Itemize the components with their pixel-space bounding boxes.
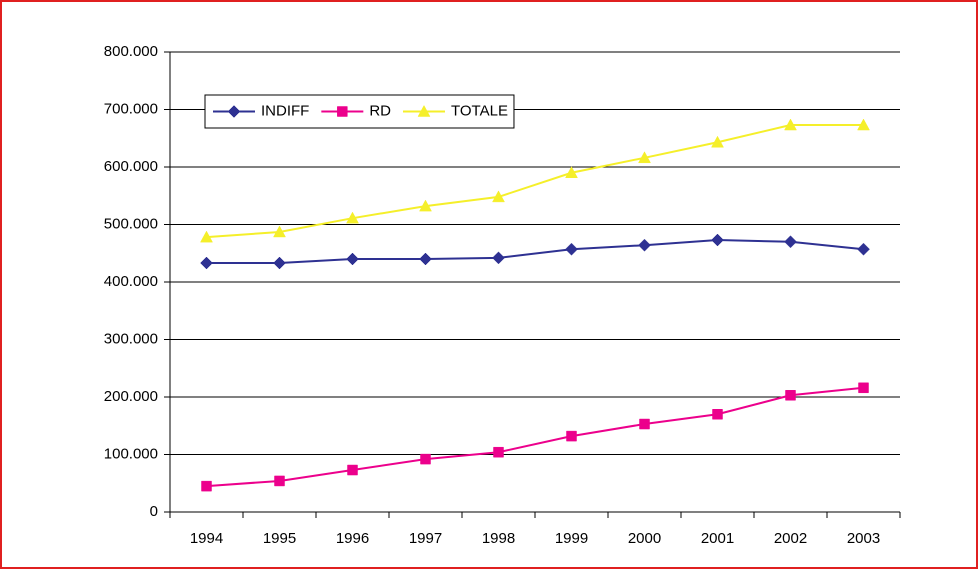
y-tick-label: 300.000	[104, 330, 158, 347]
x-tick-label: 1995	[263, 530, 296, 547]
marker	[638, 151, 651, 164]
marker	[638, 238, 651, 252]
marker	[417, 104, 431, 117]
marker	[712, 409, 723, 420]
marker	[784, 118, 797, 131]
x-tick-label: 2002	[774, 530, 807, 547]
marker	[566, 430, 577, 442]
marker	[857, 242, 870, 256]
marker	[337, 106, 348, 117]
x-tick-label: 1996	[336, 530, 369, 547]
marker	[273, 256, 286, 270]
marker	[420, 453, 431, 465]
marker	[639, 418, 650, 430]
marker	[347, 464, 358, 476]
marker	[858, 382, 869, 394]
marker	[565, 242, 578, 256]
legend-label: TOTALE	[451, 102, 508, 119]
x-tick-label: 1994	[190, 530, 223, 547]
marker	[565, 166, 578, 178]
series-line	[206, 124, 864, 239]
x-tick-label: 1997	[409, 530, 442, 547]
marker	[273, 225, 286, 238]
marker	[784, 235, 797, 249]
y-tick-label: 200.000	[104, 388, 158, 405]
y-tick-label: 800.000	[104, 43, 158, 60]
marker	[274, 475, 285, 487]
marker	[492, 190, 505, 203]
x-tick-label: 2001	[701, 530, 734, 547]
marker	[493, 446, 504, 458]
x-tick-label: 2000	[628, 530, 661, 547]
marker	[785, 390, 796, 401]
x-tick-label: 2003	[847, 530, 880, 547]
y-tick-label: 600.000	[104, 158, 158, 175]
x-tick-label: 1999	[555, 530, 588, 547]
series-line	[206, 386, 864, 488]
y-tick-label: 100.000	[104, 445, 158, 462]
y-tick-label: 700.000	[104, 100, 158, 117]
y-tick-label: 400.000	[104, 273, 158, 290]
marker	[227, 105, 241, 118]
marker	[201, 480, 212, 492]
marker	[346, 211, 359, 224]
marker	[857, 118, 870, 131]
marker	[419, 252, 432, 266]
marker	[419, 199, 432, 212]
y-tick-label: 0	[150, 503, 158, 520]
marker	[492, 251, 505, 265]
marker	[346, 252, 359, 266]
marker	[711, 233, 724, 247]
legend-label: RD	[369, 102, 391, 119]
marker	[200, 230, 213, 243]
marker	[200, 256, 213, 270]
marker	[711, 135, 724, 148]
series-line	[206, 239, 864, 265]
legend-label: INDIFF	[261, 102, 309, 119]
x-tick-label: 1998	[482, 530, 515, 547]
y-tick-label: 500.000	[104, 215, 158, 232]
